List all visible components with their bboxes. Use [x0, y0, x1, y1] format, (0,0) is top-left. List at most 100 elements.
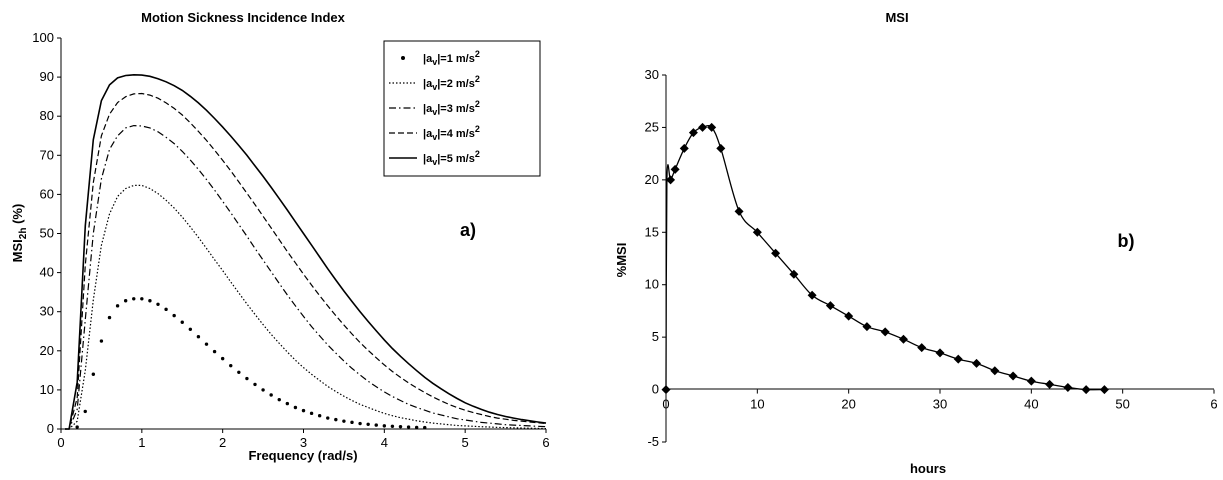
chart-a-series-1-point	[212, 349, 217, 354]
chart-b-x-tick-label: 50	[1115, 397, 1129, 412]
chart-a-y-label: MSI2h (%)	[10, 204, 29, 263]
chart-b-x-tick-label: 40	[1024, 397, 1038, 412]
chart-a: Motion Sickness Incidence Index 01020304…	[10, 10, 550, 463]
chart-a-series-1-point	[374, 423, 378, 427]
chart-b: MSI -5 0 5 10 15 20 25 30 0 10 20 30 40 50 6 hours %M…	[614, 10, 1218, 476]
chart-a-y-tick-label: 90	[40, 69, 54, 84]
chart-a-series-1-point	[91, 372, 96, 376]
chart-b-y-tick-label: -5	[647, 434, 659, 449]
chart-b-point	[862, 322, 872, 332]
chart-b-x-tick-label: 20	[841, 397, 855, 412]
chart-a-x-tick-label: 0	[57, 435, 64, 450]
chart-a-series-5-line	[65, 73, 547, 430]
chart-a-series-1-point	[342, 419, 346, 423]
chart-b-point	[844, 311, 854, 321]
chart-a-series-1-point	[237, 370, 241, 375]
chart-a-series-1-point	[245, 376, 249, 381]
chart-b-point	[679, 143, 689, 153]
chart-a-series	[65, 73, 547, 430]
chart-b-point	[670, 164, 680, 174]
chart-a-panel-label: a)	[460, 220, 476, 240]
chart-a-series-1-point	[406, 425, 411, 429]
chart-b-point	[880, 327, 890, 337]
chart-a-series-1-point	[229, 363, 233, 368]
chart-a-y-tick-label: 60	[40, 186, 54, 201]
chart-a-series-1-point	[204, 342, 209, 346]
chart-a-x-ticks: 0 1 2 3 4 5 6	[57, 429, 550, 450]
chart-b-x-tick-label: 6	[1210, 397, 1217, 412]
chart-b-x-label: hours	[910, 461, 946, 476]
chart-a-series-1-point	[382, 424, 387, 428]
chart-b-point	[1026, 376, 1036, 386]
chart-b-point	[1063, 382, 1073, 392]
chart-a-y-tick-label: 40	[40, 265, 54, 280]
chart-a-x-tick-label: 1	[138, 435, 145, 450]
legend-label-2: |av|=2 m/s2	[423, 74, 480, 92]
chart-b-series-line	[665, 125, 1105, 391]
chart-b-point	[935, 348, 945, 358]
chart-a-series-1-point	[107, 315, 112, 320]
chart-b-y-tick-label: 5	[652, 329, 659, 344]
chart-a-series-4-line	[65, 92, 547, 430]
chart-a-series-1-point	[414, 425, 419, 430]
chart-a-y-tick-label: 10	[40, 382, 54, 397]
chart-b-point	[707, 122, 717, 132]
chart-a-series-1-point	[220, 356, 225, 361]
legend-label-1: |av|=1 m/s2	[423, 49, 480, 67]
chart-a-series-1-point	[261, 388, 265, 392]
chart-b-point	[972, 358, 982, 368]
chart-a-y-tick-label: 0	[47, 421, 54, 436]
chart-b-point	[953, 354, 963, 364]
chart-b-point	[771, 248, 781, 258]
chart-a-series-1-point	[172, 313, 176, 318]
chart-a-y-tick-label: 30	[40, 304, 54, 319]
chart-b-panel-label: b)	[1118, 231, 1135, 251]
chart-a-y-tick-label: 80	[40, 108, 54, 123]
chart-b-y-tick-label: 0	[652, 382, 659, 397]
chart-b-point	[990, 366, 1000, 376]
legend-label-5: |av|=5 m/s2	[423, 149, 480, 167]
chart-a-x-tick-label: 3	[300, 435, 307, 450]
chart-b-y-label: %MSI	[614, 243, 629, 278]
chart-a-series-1-point	[301, 408, 306, 413]
chart-b-point	[789, 269, 799, 279]
chart-a-series-1-point	[366, 422, 370, 427]
chart-a-series-1-point	[164, 307, 168, 312]
chart-b-point	[734, 206, 744, 216]
chart-a-series-1-point	[148, 299, 152, 303]
chart-b-title: MSI	[885, 10, 908, 25]
chart-a-y-tick-label: 50	[40, 226, 54, 241]
chart-b-point	[825, 301, 835, 311]
legend-label-4: |av|=4 m/s2	[423, 124, 480, 142]
chart-a-series-1-point	[285, 401, 290, 406]
chart-a-y-tick-label: 20	[40, 343, 54, 358]
chart-b-point	[752, 227, 762, 237]
chart-a-series-1-point	[269, 393, 273, 397]
chart-b-point	[917, 343, 927, 353]
chart-b-y-ticks: -5 0 5 10 15 20 25 30	[645, 67, 666, 449]
chart-a-series-1-point	[423, 425, 427, 430]
chart-a-series-1-point	[115, 304, 120, 308]
chart-b-point	[1008, 371, 1018, 381]
chart-a-series-1-point	[132, 297, 136, 301]
chart-b-y-tick-label: 25	[645, 119, 659, 134]
chart-a-x-label: Frequency (rad/s)	[248, 448, 357, 463]
chart-a-series-1-point	[99, 339, 104, 343]
chart-a-series-1-point	[277, 397, 281, 402]
chart-a-y-tick-label: 100	[32, 30, 54, 45]
chart-a-legend: |av|=1 m/s2 |av|=2 m/s2 |av|=3 m/s2 |av|=4 …	[383, 40, 541, 177]
chart-b-point	[1099, 385, 1109, 395]
chart-b-x-tick-label: 10	[750, 397, 764, 412]
chart-a-y-ticks: 0 10 20 30 40 50 60 70 80 90 100	[32, 30, 61, 436]
chart-a-x-tick-label: 2	[219, 435, 226, 450]
chart-a-series-1-point	[326, 416, 330, 420]
chart-a-series-3-line	[65, 124, 547, 430]
chart-a-series-1-point	[83, 409, 87, 414]
chart-a-series-1-point	[309, 411, 314, 416]
legend-swatch-1	[401, 56, 405, 60]
chart-b-y-tick-label: 30	[645, 67, 659, 82]
legend-label-3: |av|=3 m/s2	[423, 99, 480, 117]
chart-b-point	[898, 334, 908, 344]
chart-a-series-1-point	[317, 414, 322, 418]
chart-b-point	[688, 128, 698, 138]
